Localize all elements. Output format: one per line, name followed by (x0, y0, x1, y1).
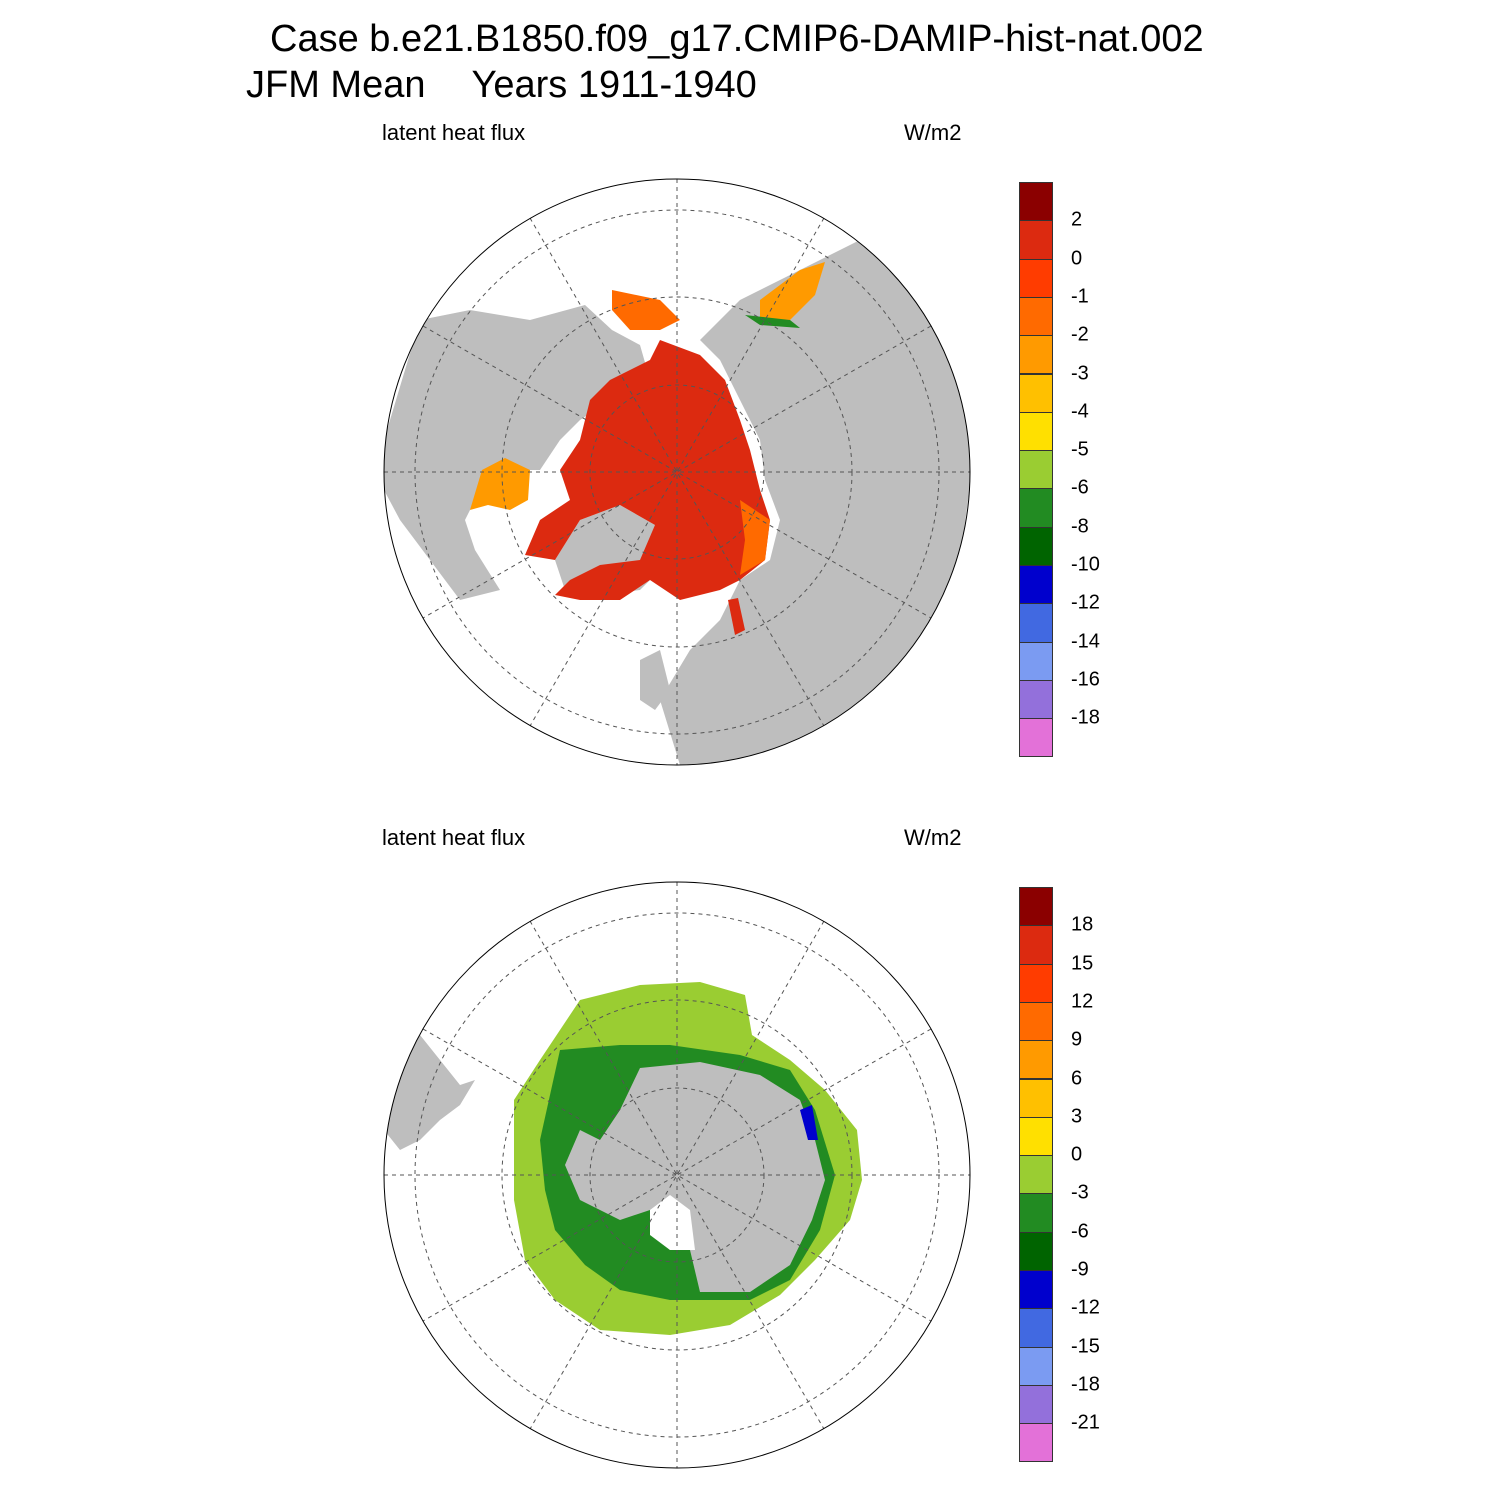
south-variable-label: latent heat flux (382, 825, 526, 850)
hudson-bay-flux (470, 458, 530, 510)
colorbar-swatch (1019, 258, 1053, 298)
colorbar-swatch (1019, 718, 1053, 758)
south-polar-map (383, 881, 971, 1469)
colorbar-tick-label: -8 (1071, 515, 1089, 538)
colorbar-tick-label: -6 (1071, 1220, 1089, 1243)
colorbar-swatch (1019, 450, 1053, 490)
colorbar-swatch (1019, 1308, 1053, 1348)
colorbar-tick-label: 0 (1071, 247, 1083, 270)
colorbar-tick-label: -12 (1071, 1296, 1100, 1319)
colorbar-tick-label: -15 (1071, 1335, 1100, 1358)
colorbar-swatch (1019, 887, 1053, 927)
colorbar-swatch (1019, 963, 1053, 1003)
colorbar-swatch (1019, 182, 1053, 222)
case-title: Case b.e21.B1850.f09_g17.CMIP6-DAMIP-his… (270, 18, 1204, 60)
colorbar-swatch (1019, 335, 1053, 375)
ross-sea-ice (650, 1195, 695, 1250)
colorbar-tick-label: 0 (1071, 1143, 1083, 1166)
colorbar-tick-label: -1 (1071, 285, 1089, 308)
okhotsk-flux (760, 262, 825, 320)
north-variable-label: latent heat flux (382, 120, 526, 145)
south-graticule (384, 882, 970, 1468)
colorbar-tick-label: -12 (1071, 591, 1100, 614)
colorbar-tick-label: -10 (1071, 553, 1100, 576)
north-polar-map (383, 178, 971, 766)
colorbar-swatch (1019, 1001, 1053, 1042)
baltic-flux (728, 598, 745, 635)
antarctic-coast-flux (800, 1105, 818, 1140)
colorbar-swatch (1019, 411, 1053, 452)
colorbar-tick-label: -18 (1071, 1373, 1100, 1396)
colorbar-tick-label: -14 (1071, 630, 1100, 653)
colorbar-tick-label: -21 (1071, 1411, 1100, 1434)
colorbar-swatch (1019, 1346, 1053, 1386)
colorbar-tick-label: 12 (1071, 990, 1094, 1013)
colorbar-swatch (1019, 1384, 1053, 1425)
north-units-label: W/m2 (904, 120, 962, 145)
colorbar-tick-label: 6 (1071, 1067, 1083, 1089)
south-america-land (384, 1035, 475, 1150)
colorbar-tick-label: -3 (1071, 362, 1089, 384)
colorbar-tick-label: -16 (1071, 668, 1100, 691)
colorbar-swatch (1019, 373, 1053, 413)
colorbar-swatch (1019, 641, 1053, 681)
colorbar-swatch (1019, 526, 1053, 566)
colorbar-swatch (1019, 1040, 1053, 1080)
period-title: JFM Mean Years 1911-1940 (246, 64, 757, 107)
colorbar-swatch (1019, 1116, 1053, 1157)
colorbar-tick-label: -2 (1071, 323, 1089, 346)
colorbar-tick-label: 9 (1071, 1028, 1083, 1051)
colorbar-swatch (1019, 1193, 1053, 1233)
arctic-ice-edge-flux (740, 500, 770, 575)
bering-flux (612, 290, 680, 330)
british-isles-land (640, 650, 670, 710)
colorbar-swatch (1019, 679, 1053, 720)
colorbar-tick-label: 3 (1071, 1105, 1083, 1128)
season-label: JFM Mean (246, 64, 426, 106)
colorbar-tick-label: 18 (1071, 913, 1094, 936)
years-label: Years 1911-1940 (471, 64, 757, 106)
antarctica-land (565, 1062, 825, 1292)
colorbar-tick-label: 15 (1071, 952, 1094, 975)
colorbar-tick-label: -18 (1071, 706, 1100, 729)
colorbar-swatch (1019, 1270, 1053, 1310)
colorbar-tick-label: -9 (1071, 1258, 1089, 1281)
colorbar-tick-label: -5 (1071, 438, 1089, 461)
colorbar-swatch (1019, 488, 1053, 528)
colorbar-swatch (1019, 925, 1053, 965)
colorbar-swatch (1019, 1155, 1053, 1195)
colorbar-tick-label: -3 (1071, 1181, 1089, 1204)
colorbar-swatch (1019, 603, 1053, 643)
colorbar-swatch (1019, 1078, 1053, 1118)
colorbar-tick-label: -6 (1071, 476, 1089, 499)
colorbar-swatch (1019, 1423, 1053, 1463)
colorbar-swatch (1019, 220, 1053, 260)
colorbar-swatch (1019, 565, 1053, 605)
colorbar-tick-label: -4 (1071, 400, 1089, 423)
okhotsk-edge-flux (745, 315, 800, 328)
south-units-label: W/m2 (904, 825, 962, 850)
colorbar-swatch (1019, 296, 1053, 337)
north-america-land (384, 305, 650, 600)
colorbar-tick-label: 2 (1071, 208, 1083, 231)
eurasia-land (660, 240, 970, 765)
arctic-ocean-flux (525, 340, 770, 600)
north-graticule (384, 179, 970, 765)
colorbar-swatch (1019, 1231, 1053, 1271)
